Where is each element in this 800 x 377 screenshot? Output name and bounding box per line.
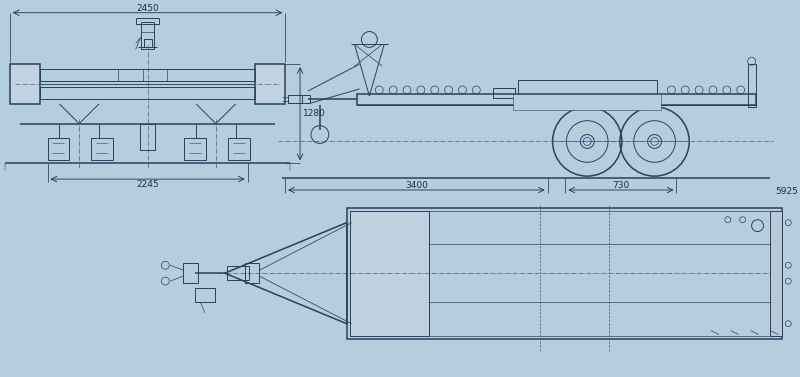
Bar bbox=[91, 138, 113, 160]
Text: 1280: 1280 bbox=[303, 109, 326, 118]
Bar bbox=[288, 95, 302, 103]
Bar bbox=[245, 263, 259, 283]
Bar bbox=[226, 266, 249, 280]
Bar bbox=[770, 211, 782, 336]
Bar bbox=[143, 40, 151, 48]
Bar bbox=[493, 88, 515, 98]
Text: 5925: 5925 bbox=[775, 187, 798, 196]
Bar bbox=[195, 288, 215, 302]
Bar bbox=[40, 69, 255, 81]
Bar bbox=[47, 138, 70, 160]
Text: 2245: 2245 bbox=[136, 179, 159, 188]
Bar bbox=[513, 94, 662, 110]
Bar bbox=[302, 95, 310, 103]
Text: 2450: 2450 bbox=[136, 4, 159, 13]
Bar bbox=[255, 64, 285, 104]
Text: 3400: 3400 bbox=[405, 181, 428, 190]
Bar bbox=[184, 138, 206, 160]
Bar bbox=[346, 208, 782, 339]
Bar bbox=[40, 87, 255, 99]
Bar bbox=[358, 94, 755, 105]
Text: 730: 730 bbox=[612, 181, 630, 190]
Bar bbox=[183, 263, 198, 283]
Bar bbox=[10, 64, 40, 104]
Bar bbox=[140, 124, 155, 150]
Bar bbox=[748, 64, 755, 107]
Circle shape bbox=[650, 138, 658, 146]
Bar bbox=[141, 21, 154, 49]
Bar bbox=[228, 138, 250, 160]
Bar bbox=[350, 211, 429, 336]
Bar bbox=[136, 18, 159, 24]
Bar bbox=[518, 80, 657, 94]
Bar bbox=[350, 211, 779, 336]
Circle shape bbox=[583, 138, 591, 146]
